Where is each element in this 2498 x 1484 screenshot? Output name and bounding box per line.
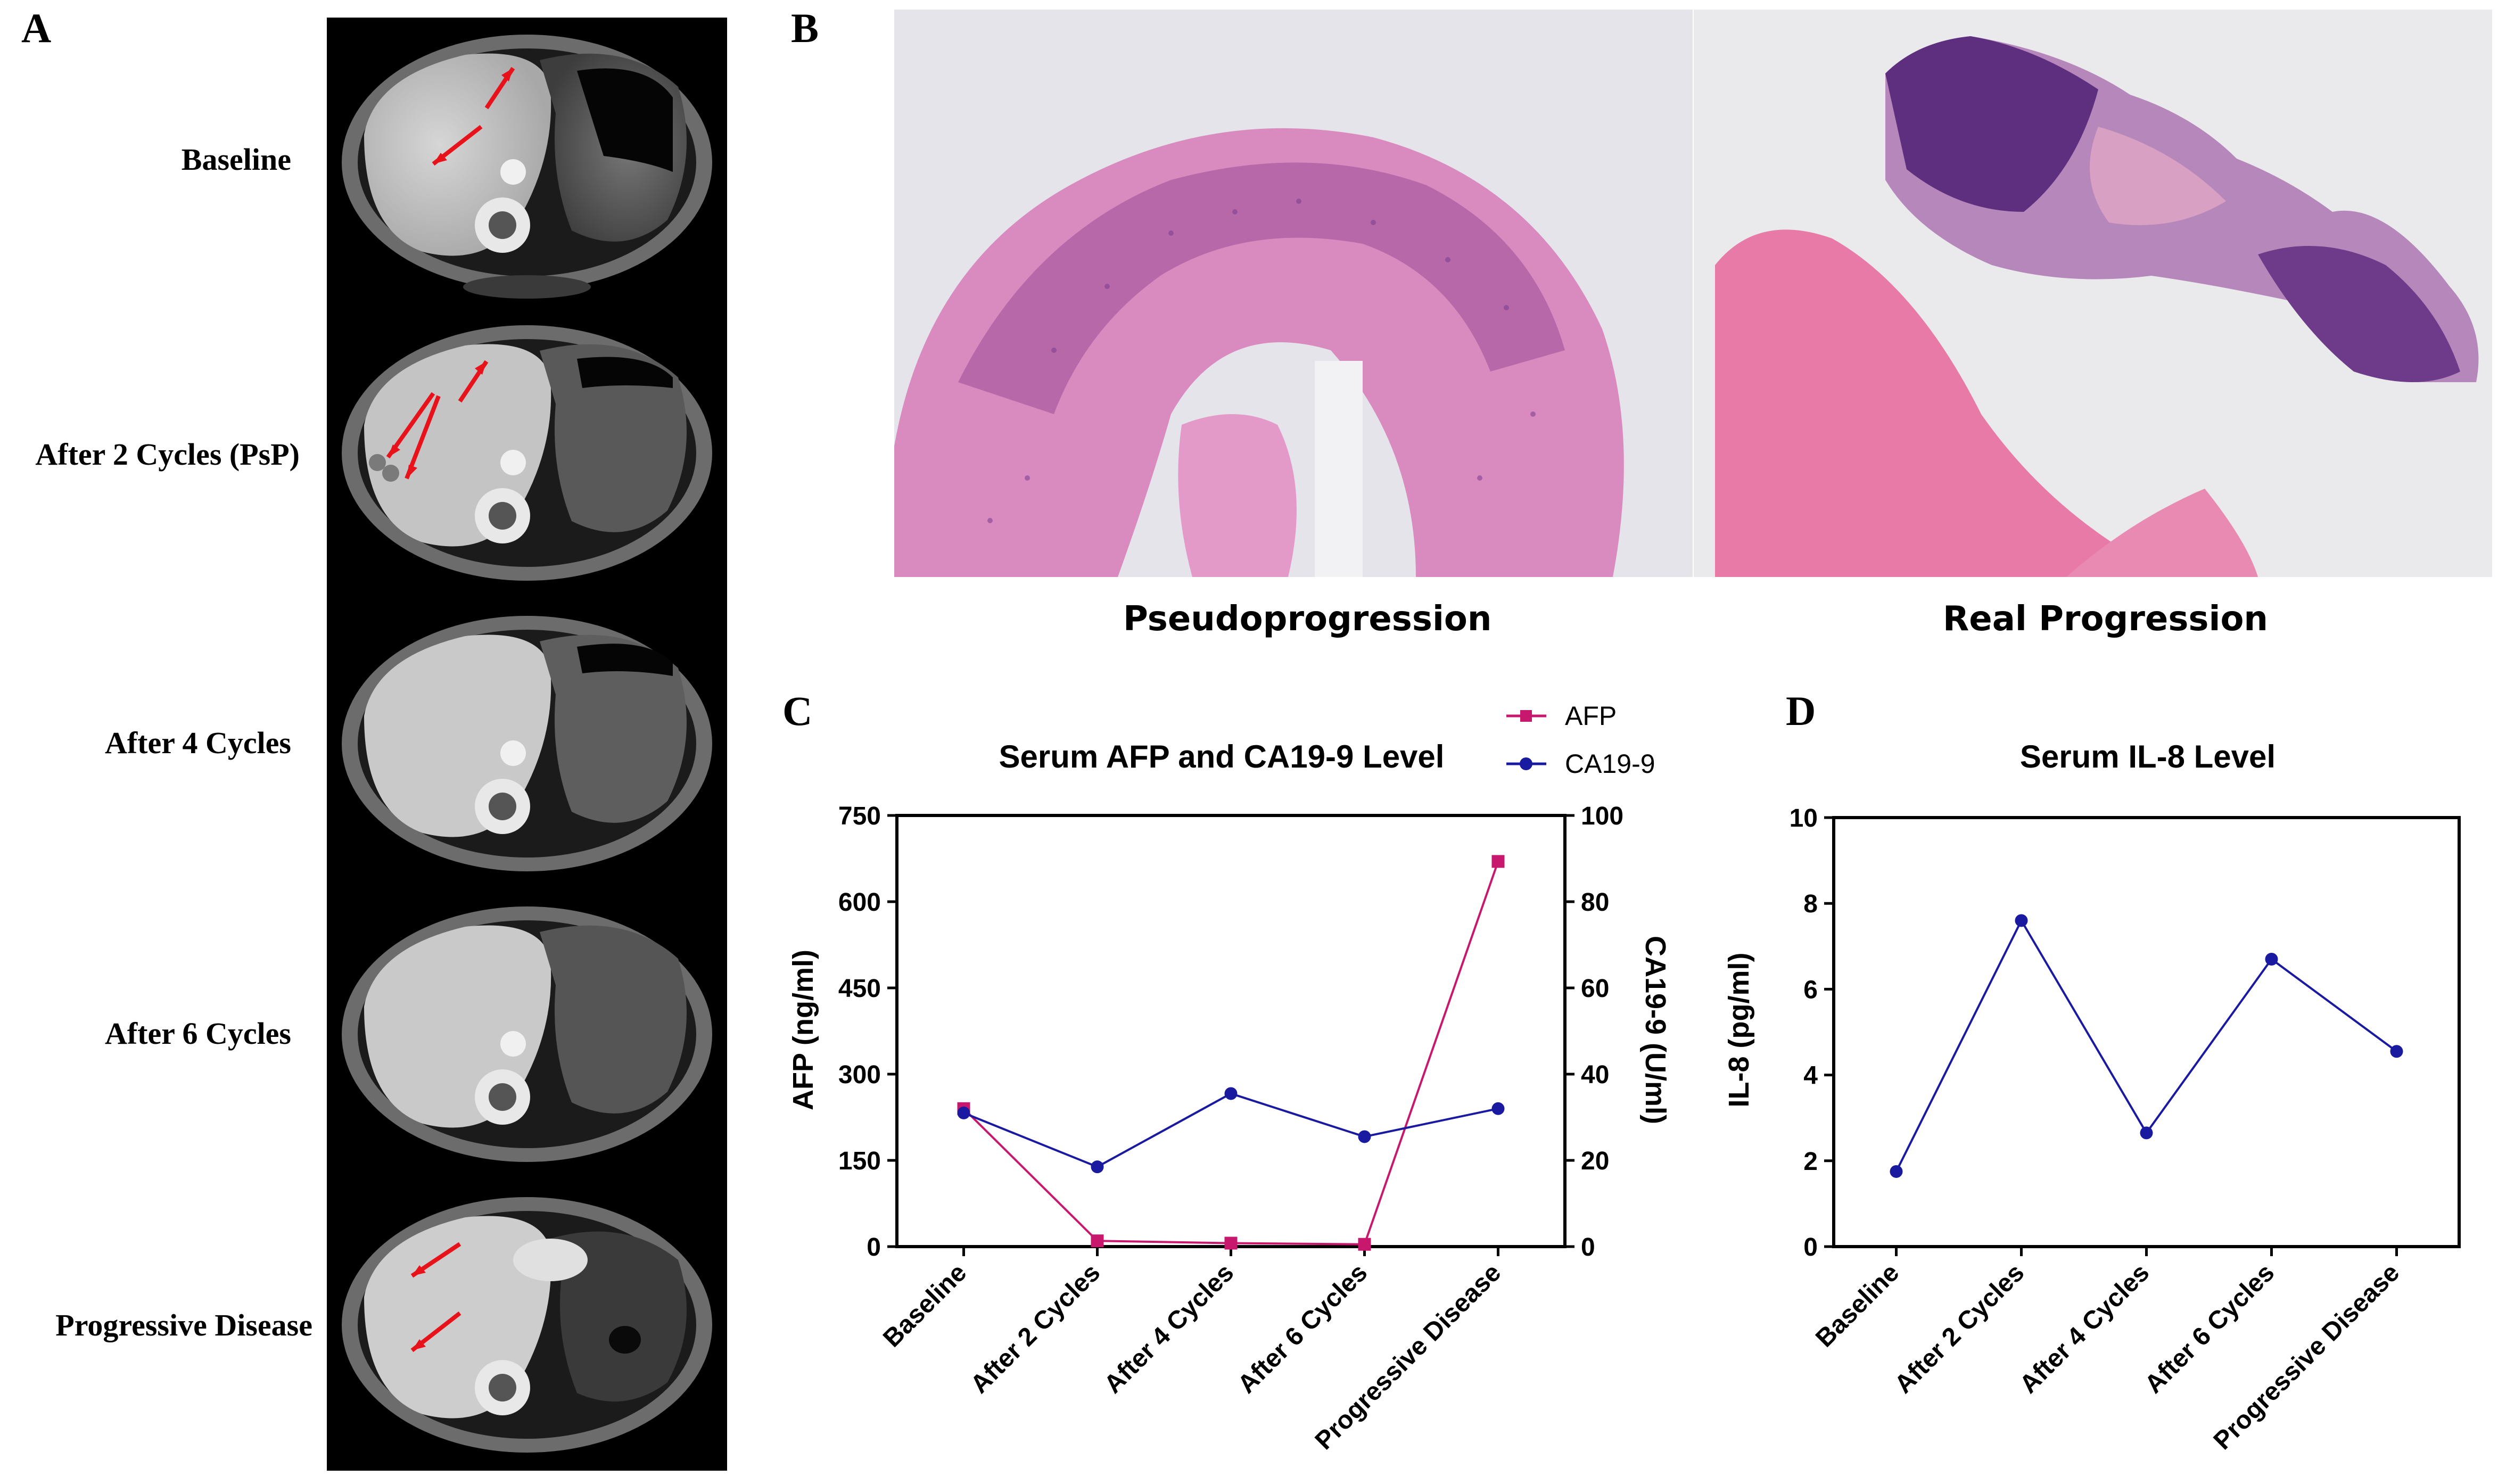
ct-label-baseline: Baseline xyxy=(181,142,291,177)
ct-scan-after-2-cycles xyxy=(342,325,712,581)
series-point-after-6-cycles xyxy=(2265,952,2278,966)
chart-d-ylabel: IL-8 (pg/ml) xyxy=(1723,953,1755,1108)
y-tick-label: 600 xyxy=(838,888,881,917)
y2-tick-label: 60 xyxy=(1581,975,1609,1003)
chart-c-ylabel: AFP (ng/ml) xyxy=(787,950,819,1110)
legend-ca199-marker xyxy=(1520,757,1532,770)
x-tick-label-after-6-cycles: After 6 Cycles xyxy=(2139,1258,2280,1399)
ca19-9-point-after-2-cycles xyxy=(1091,1160,1104,1174)
ct-scan-baseline xyxy=(342,35,712,299)
histology-pseudoprogression xyxy=(894,10,1693,577)
caption-pseudoprogression: Pseudoprogression xyxy=(1123,599,1492,639)
panel-d-label: D xyxy=(1786,688,1816,734)
chart-il8: Serum IL-8 Level IL-8 (pg/ml) 0 2 4 6 8 10 Bas… xyxy=(1723,739,2461,1455)
y2-tick-label: 0 xyxy=(1581,1233,1595,1262)
series-point-baseline xyxy=(1890,1165,1903,1178)
ct-scan-after-4-cycles xyxy=(342,616,712,871)
x-tick-label-after-4-cycles: After 4 Cycles xyxy=(2014,1258,2155,1399)
chart-afp-ca199: Serum AFP and CA19-9 Level AFP (ng/ml) C… xyxy=(787,701,1671,1455)
ct-scan-after-6-cycles xyxy=(342,906,712,1162)
y2-tick-label: 80 xyxy=(1581,888,1609,917)
chart-d-title: Serum IL-8 Level xyxy=(2020,739,2276,774)
y-tick-label: 150 xyxy=(838,1147,881,1175)
y-tick-label: 450 xyxy=(838,975,881,1003)
panel-c-label: C xyxy=(782,688,812,734)
caption-real-progression: Real Progression xyxy=(1943,599,2268,639)
x-tick-label-after-2-cycles: After 2 Cycles xyxy=(1889,1258,2030,1399)
y2-tick-label: 100 xyxy=(1581,802,1623,830)
legend-afp-label: AFP xyxy=(1565,701,1617,731)
ca19-9-point-progressive-disease xyxy=(1491,1102,1505,1115)
afp-line xyxy=(963,861,1499,1246)
ct-scan-strip xyxy=(327,18,727,1471)
ca19-9-point-after-4-cycles xyxy=(1224,1087,1238,1100)
y2-tick-label: 20 xyxy=(1581,1147,1609,1175)
x-tick-label-after-2-cycles: After 2 Cycles xyxy=(965,1258,1106,1399)
y-tick-label: 6 xyxy=(1803,976,1818,1004)
series-point-after-4-cycles xyxy=(2140,1126,2153,1140)
afp-point-after-4-cycles xyxy=(1224,1236,1238,1250)
y-tick-label: 2 xyxy=(1803,1148,1818,1176)
plot-frame xyxy=(1832,816,2461,1248)
afp-point-after-2-cycles xyxy=(1091,1234,1104,1248)
x-tick-label-after-4-cycles: After 4 Cycles xyxy=(1099,1258,1239,1399)
legend-ca199-label: CA19-9 xyxy=(1565,749,1655,779)
series-point-after-2-cycles xyxy=(2015,914,2028,927)
x-tick-label-baseline: Baseline xyxy=(1810,1258,1905,1353)
y2-tick-label: 40 xyxy=(1581,1061,1609,1089)
y-tick-label: 750 xyxy=(838,802,881,830)
y-tick-label: 300 xyxy=(838,1061,881,1089)
y-tick-label: 4 xyxy=(1803,1062,1818,1090)
ct-scan-progressive-disease xyxy=(342,1197,712,1453)
ca19-9-point-baseline xyxy=(957,1106,970,1119)
chart-c-y2label: CA19-9 (U/ml) xyxy=(1639,936,1671,1124)
y-tick-label: 0 xyxy=(867,1233,881,1262)
ca19-9-line xyxy=(963,1092,1498,1168)
ct-label-progressive-disease: Progressive Disease xyxy=(55,1308,312,1342)
afp-point-progressive-disease xyxy=(1491,855,1505,868)
panel-a-label: A xyxy=(21,5,52,51)
y-tick-label: 10 xyxy=(1790,804,1818,832)
ct-label-after-2-cycles: After 2 Cycles (PsP) xyxy=(35,437,300,472)
legend-afp-marker xyxy=(1520,710,1532,722)
x-tick-label-baseline: Baseline xyxy=(878,1258,972,1353)
ca19-9-point-after-6-cycles xyxy=(1358,1130,1371,1143)
chart-c-title: Serum AFP and CA19-9 Level xyxy=(999,739,1445,774)
y-tick-label: 0 xyxy=(1803,1233,1818,1262)
histology-real-progression xyxy=(1694,10,2492,577)
series-point-progressive-disease xyxy=(2390,1045,2403,1058)
x-tick-label-after-6-cycles: After 6 Cycles xyxy=(1232,1258,1373,1399)
afp-point-after-6-cycles xyxy=(1358,1238,1371,1251)
y-tick-label: 8 xyxy=(1803,890,1818,918)
ct-label-after-6-cycles: After 6 Cycles xyxy=(104,1016,291,1051)
ct-label-after-4-cycles: After 4 Cycles xyxy=(104,725,291,760)
plot-frame xyxy=(895,814,1567,1248)
panel-b-label: B xyxy=(791,5,819,51)
